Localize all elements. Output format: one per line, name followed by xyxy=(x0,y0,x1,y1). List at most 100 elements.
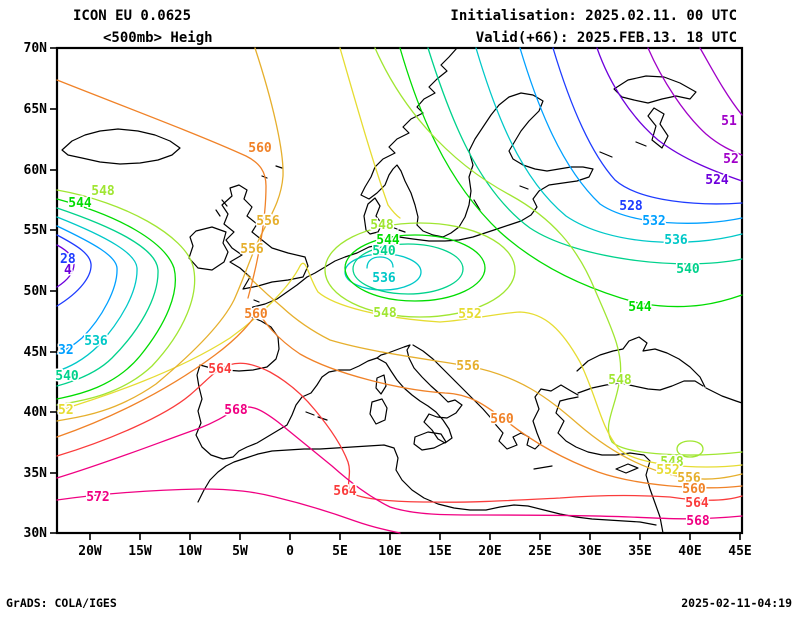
coastline xyxy=(369,398,388,425)
contour-path-560 xyxy=(56,79,267,299)
coastline xyxy=(615,463,639,474)
coastline xyxy=(647,107,669,149)
contour-path-564 xyxy=(56,362,743,503)
contour-path-540 xyxy=(56,207,159,387)
contour-label-552: 552 xyxy=(656,463,679,478)
coastline xyxy=(305,411,328,421)
contour-path-532 xyxy=(519,47,743,224)
contour-path-548 xyxy=(324,222,516,318)
coastline xyxy=(533,465,553,470)
contour-path-536 xyxy=(56,216,138,372)
contour-label-552: 52 xyxy=(58,403,74,418)
lon-tick-label: 5E xyxy=(332,544,348,559)
lat-tick-label: 45N xyxy=(24,345,48,360)
contour-label-544: 544 xyxy=(376,233,400,248)
coastline xyxy=(576,336,706,388)
grads-credit: GrADS: COLA/IGES xyxy=(6,596,117,610)
lon-tick-label: 30E xyxy=(578,544,601,559)
coastline xyxy=(413,431,447,451)
contour-path-544 xyxy=(56,198,176,400)
coastline xyxy=(221,184,309,290)
lon-tick-label: 5W xyxy=(232,544,248,559)
contour-label-548: 548 xyxy=(91,184,115,199)
contour-path-560 xyxy=(56,309,743,489)
contour-label-540: 540 xyxy=(55,369,79,384)
contour-path-524 xyxy=(596,47,743,182)
contour-path-536 xyxy=(366,256,394,269)
contour-label-556: 556 xyxy=(240,242,264,257)
coastline xyxy=(577,380,704,394)
lat-tick-label: 70N xyxy=(24,41,48,56)
contour-label-516: 51 xyxy=(721,114,737,129)
lat-tick-label: 30N xyxy=(24,526,48,541)
contour-label-560: 560 xyxy=(490,412,514,427)
contour-path-528 xyxy=(56,234,92,307)
coastline xyxy=(555,396,664,534)
lon-tick-label: 25E xyxy=(528,544,551,559)
lat-tick-label: 60N xyxy=(24,163,48,178)
contour-path-516 xyxy=(699,47,743,116)
contour-path-552 xyxy=(56,262,743,468)
coastline xyxy=(195,276,378,460)
contour-label-560: 560 xyxy=(248,141,272,156)
contour-path-540 xyxy=(352,243,464,295)
contour-label-548: 548 xyxy=(370,218,394,233)
lat-tick-label: 40N xyxy=(24,405,48,420)
contour-path-536 xyxy=(344,253,422,291)
coastline xyxy=(376,344,463,444)
contour-label-556: 556 xyxy=(677,471,701,486)
contour-path-556 xyxy=(56,47,284,422)
contour-label-544: 544 xyxy=(628,300,652,315)
contour-label-560: 560 xyxy=(244,307,268,322)
lon-tick-label: 45E xyxy=(728,544,751,559)
axis-ticks-layer: 20W 15W 10W 5W 0 5E 10E 15E 20E 25E 30E 35E 40E 45E 70… xyxy=(24,41,752,559)
coastline xyxy=(412,344,579,450)
lat-tick-label: 35N xyxy=(24,466,48,481)
lon-tick-label: 0 xyxy=(286,544,294,559)
contour-label-524: 4 xyxy=(64,263,72,278)
contour-path-544 xyxy=(399,47,743,308)
contour-path-548 xyxy=(374,47,743,456)
contour-label-540: 540 xyxy=(372,244,396,259)
model-title: ICON EU 0.0625 xyxy=(73,8,191,24)
coastline xyxy=(306,47,594,278)
lon-tick-label: 10E xyxy=(378,544,401,559)
contour-label-536: 536 xyxy=(372,271,396,286)
lon-tick-label: 10W xyxy=(178,544,202,559)
contour-label-564: 564 xyxy=(685,496,709,511)
contour-label-560: 560 xyxy=(682,482,706,497)
init-time: Initialisation: 2025.02.11. 00 UTC xyxy=(450,8,737,24)
lon-tick-label: 40E xyxy=(678,544,701,559)
contour-label-548: 548 xyxy=(608,373,632,388)
contour-path-568 xyxy=(56,406,743,520)
lon-tick-label: 20W xyxy=(78,544,102,559)
lat-tick-label: 55N xyxy=(24,223,48,238)
contour-path-548 xyxy=(56,189,196,406)
contour-label-544: 544 xyxy=(68,196,92,211)
coastline xyxy=(388,185,529,233)
contour-label-564: 564 xyxy=(333,484,357,499)
coastline xyxy=(197,444,657,526)
contour-path-552 xyxy=(339,47,401,219)
contour-path-548 xyxy=(676,440,704,458)
lon-tick-label: 15W xyxy=(128,544,152,559)
lon-tick-label: 20E xyxy=(478,544,501,559)
contour-label-532: 532 xyxy=(642,214,665,229)
contour-label-564: 564 xyxy=(208,362,232,377)
contour-label-520: 52 xyxy=(723,152,739,167)
contour-label-532: 32 xyxy=(58,343,74,358)
valid-time: Valid(+66): 2025.FEB.13. 18 UTC xyxy=(476,30,737,46)
contour-label-556: 556 xyxy=(256,214,280,229)
contour-label-528: 28 xyxy=(60,252,76,267)
contour-label-572: 572 xyxy=(86,490,109,505)
coastline xyxy=(705,387,743,404)
field-title: <500mb> Heigh xyxy=(103,30,213,46)
lon-tick-label: 35E xyxy=(628,544,651,559)
coastline xyxy=(613,75,697,104)
contour-path-532 xyxy=(56,225,118,355)
contour-label-536: 536 xyxy=(84,334,108,349)
coastline xyxy=(61,128,181,165)
contour-path-528 xyxy=(552,47,743,205)
generation-timestamp: 2025-02-11-04:19 xyxy=(681,596,792,610)
